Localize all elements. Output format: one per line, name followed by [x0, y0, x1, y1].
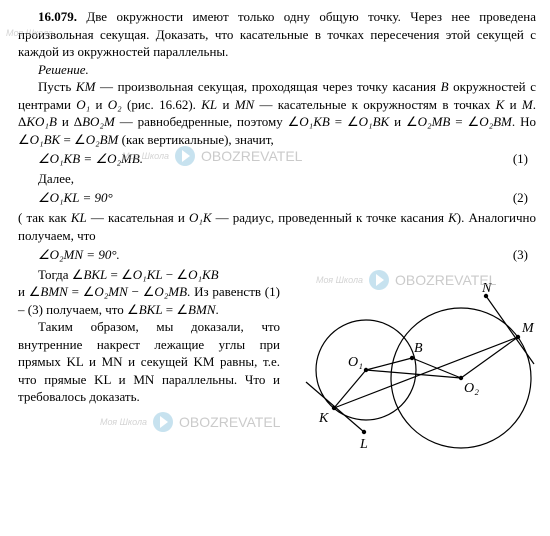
svg-text:K: K [318, 411, 329, 426]
svg-text:M: M [521, 321, 535, 336]
problem-statement: 16.079. Две окружности имеют только одну… [18, 8, 536, 61]
svg-text:O₂: O₂ [464, 381, 479, 396]
paragraph-1: Пусть KM — произвольная секущая, проходя… [18, 78, 536, 148]
bottom-block: O₁O₂BKLMN Тогда ∠BKL = ∠O₁KL − ∠O₁KB и ∠… [18, 266, 536, 406]
svg-text:O₁: O₁ [348, 355, 363, 370]
watermark: Моя ШколаOBOZREVATEL [100, 412, 280, 432]
figure-svg: O₁ O₂ B K L M N [286, 270, 536, 460]
svg-text:L: L [359, 437, 368, 452]
equation-1: ∠O₁KB = ∠O₂MB. (1) [18, 150, 536, 168]
eq-number-2: (2) [493, 189, 528, 207]
solution-label: Решение. [18, 61, 536, 79]
problem-number: 16.079. [38, 9, 77, 24]
statement-text: Две окружности имеют только одну общую т… [18, 9, 536, 59]
eq-number-1: (1) [493, 150, 528, 168]
geometry-figure: O₁ O₂ B K L M N [286, 270, 536, 460]
equation-3: ∠O₂MN = 90°. (3) [18, 246, 536, 264]
equation-2: ∠O₁KL = 90° (2) [18, 189, 536, 207]
eq-number-3: (3) [493, 246, 528, 264]
svg-text:B: B [414, 341, 423, 356]
svg-text:N: N [481, 281, 492, 296]
document-page: 16.079. Две окружности имеют только одну… [0, 0, 550, 414]
paragraph-3: ( так как KL — касательная и O₁K — радиу… [18, 209, 536, 244]
paragraph-2: Далее, [18, 170, 536, 188]
